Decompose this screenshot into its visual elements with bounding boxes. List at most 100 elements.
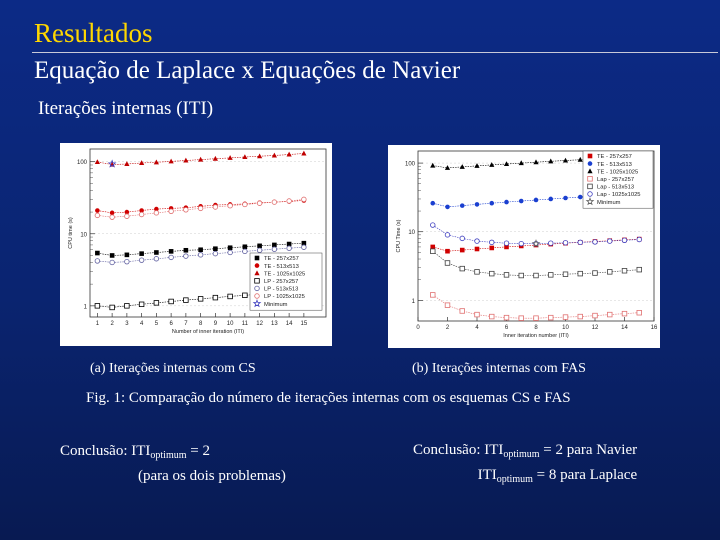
chart-b-ytick-label: 1 [412, 299, 416, 305]
chart-a-point [257, 153, 263, 159]
chart-a-point [138, 257, 145, 263]
chart-b-point [459, 164, 465, 169]
chart-b-point [444, 165, 451, 170]
chart-a-point [153, 256, 160, 262]
chart-b-point [503, 314, 510, 321]
chart-b-point [518, 272, 524, 279]
chart-b-point [577, 313, 583, 320]
chart-a-legend-label: LP - 257x257 [264, 279, 298, 285]
chart-a-point [109, 210, 115, 216]
chart-a-point [154, 206, 159, 212]
conclusion-right-suffix-2: = 8 para Laplace [532, 467, 638, 483]
chart-a-point [139, 160, 145, 165]
chart-b-point [548, 240, 554, 246]
chart-b-point [444, 302, 451, 308]
chart-a-point [227, 155, 233, 160]
chart-a-point [94, 303, 101, 309]
chart-b-point [636, 266, 642, 273]
chart-a-point [257, 243, 262, 249]
chart-b-point [548, 158, 554, 164]
chart-b-point [577, 194, 583, 200]
chart-b-xtick-label: 10 [562, 325, 569, 331]
chart-a-point [153, 210, 160, 216]
chart-a-xtick-label: 5 [155, 321, 159, 327]
chart-a-legend-marker [254, 270, 260, 276]
chart-b-xtick-label: 16 [651, 325, 658, 331]
chart-b-point [562, 157, 569, 163]
chart-a-xtick-label: 2 [110, 321, 114, 327]
chart-b-point [621, 268, 628, 274]
chart-b-point [474, 238, 480, 244]
chart-b-point [533, 159, 539, 165]
chart-b-legend-marker [587, 176, 593, 182]
chart-b-point [577, 156, 583, 162]
chart-b-series-4 [430, 248, 642, 279]
slide-subtitle: Equação de Laplace x Equações de Navier [34, 57, 461, 84]
chart-b-point [621, 237, 628, 243]
chart-a-legend-label: TE - 1025x1025 [264, 271, 305, 277]
chart-b-point [577, 270, 583, 277]
chart-a-ylabel: CPU time (s) [68, 217, 74, 249]
chart-a-point [124, 258, 130, 265]
chart-b-xtick-label: 12 [592, 325, 599, 331]
title-divider [32, 52, 718, 53]
chart-a-legend-marker [254, 285, 260, 292]
chart-b-point [489, 245, 495, 251]
chart-b-point [459, 247, 465, 253]
chart-b-ytick-label: 100 [405, 162, 416, 168]
chart-b-legend [582, 150, 654, 209]
chart-a-point [286, 198, 292, 204]
chart-b-legend-label: Lap - 1025x1025 [597, 192, 641, 198]
chart-a-point [183, 297, 189, 303]
chart-a-point [227, 249, 233, 256]
conclusion-right: Conclusão: ITIoptimum = 2 para Navier IT… [413, 440, 637, 490]
conclusion-right-line2: ITIoptimum = 8 para Laplace [413, 465, 638, 490]
chart-b-point [607, 269, 613, 275]
chart-b-point [459, 203, 465, 208]
chart-b-series-line [432, 238, 640, 252]
chart-a-xtick-label: 15 [301, 321, 308, 327]
chart-b-point [548, 196, 554, 202]
chart-b-point [474, 269, 480, 275]
chart-a-point [138, 211, 145, 218]
chart-b-point [533, 315, 539, 321]
chart-b-legend-marker [585, 197, 595, 206]
chart-b-point [503, 161, 510, 166]
slide-title: Resultados [34, 18, 153, 48]
chart-a-series-2 [94, 150, 307, 167]
chart-a-point [227, 203, 233, 209]
chart-b-point [621, 310, 628, 317]
chart-b-point [531, 239, 541, 248]
chart-b-point [518, 315, 524, 321]
chart-a-xtick-label: 4 [140, 321, 144, 327]
chart-b-point [636, 310, 642, 316]
chart-b-point [444, 232, 451, 238]
chart-b-xlabel: Inner iteration number (ITI) [503, 333, 569, 339]
chart-a-legend-label: LP - 1025x1025 [264, 294, 305, 300]
chart-a-xtick-label: 6 [169, 321, 173, 327]
chart-a-legend-marker [254, 278, 260, 284]
chart-a-point [198, 156, 204, 162]
chart-b-point [562, 240, 569, 246]
chart-b-series-line [432, 224, 640, 244]
chart-a-legend-marker [254, 255, 260, 261]
chart-a-point [153, 159, 159, 165]
chart-b-xtick-label: 6 [505, 325, 509, 331]
chart-b-point [504, 244, 509, 250]
chart-b-xtick-label: 14 [621, 325, 628, 331]
chart-a-point [109, 253, 115, 258]
chart-b-point [430, 222, 436, 228]
chart-a-xtick-label: 13 [271, 321, 278, 327]
chart-a-point [271, 152, 277, 158]
conclusion-left: Conclusão: ITIoptimum = 2 (para os dois … [60, 441, 286, 486]
chart-b-series-3 [430, 292, 642, 321]
chart-b-point [503, 240, 510, 246]
chart-a-legend-marker [252, 299, 262, 308]
chart-b-point [445, 204, 450, 210]
chart-a-point [94, 212, 101, 219]
chart-a-point [242, 244, 248, 250]
chart-b-point [592, 270, 598, 276]
chart-a-legend [249, 252, 323, 311]
chart-a-point [212, 294, 219, 301]
chart-b-legend-marker [587, 161, 593, 166]
